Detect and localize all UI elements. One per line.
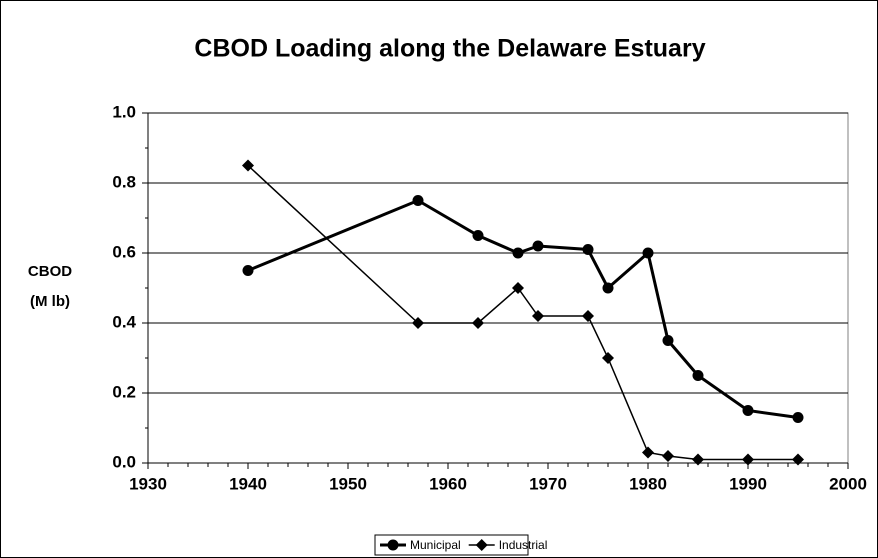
x-tick-label: 1980 [629,474,667,493]
marker [692,453,704,466]
y-tick-label: 0.6 [112,242,136,261]
x-tick-label: 1940 [229,474,267,493]
x-tick-label: 1970 [529,474,567,493]
marker [512,282,524,294]
x-tick-label: 2000 [829,474,867,493]
marker [412,195,424,206]
plot-area [147,112,849,464]
legend-marker [475,539,488,551]
marker [582,244,594,255]
y-tick-label: 0.2 [112,382,136,401]
legend-label: Municipal [410,538,461,552]
marker [662,335,674,346]
marker [532,240,544,252]
marker [472,317,484,329]
marker [662,450,674,462]
marker [792,412,804,423]
x-tick-label: 1950 [329,474,367,493]
legend-box [374,534,529,556]
y-axis-label: (M lb) [30,293,70,310]
marker [692,370,704,381]
marker [602,282,614,294]
marker [582,310,594,322]
marker [242,265,254,276]
marker [642,247,654,259]
marker [742,453,754,466]
marker [742,405,754,416]
marker [602,352,614,364]
legend-marker [387,539,399,551]
y-tick-label: 1.0 [112,102,136,121]
marker [512,247,524,259]
y-tick-label: 0.0 [112,452,136,471]
marker [412,317,424,329]
series-line [247,198,799,419]
marker [242,159,254,172]
y-tick-label: 0.4 [112,312,136,331]
y-axis-label: CBOD [28,263,72,280]
marker [792,453,804,466]
marker [532,310,544,322]
x-tick-label: 1960 [429,474,467,493]
series-line [247,164,798,461]
x-tick-label: 1990 [729,474,767,493]
y-tick-label: 0.8 [112,172,136,191]
marker [642,446,654,459]
x-tick-label: 1930 [129,474,167,493]
legend-label: Industrial [499,538,548,552]
marker [472,230,484,241]
chart-title: CBOD Loading along the Delaware Estuary [194,35,705,63]
